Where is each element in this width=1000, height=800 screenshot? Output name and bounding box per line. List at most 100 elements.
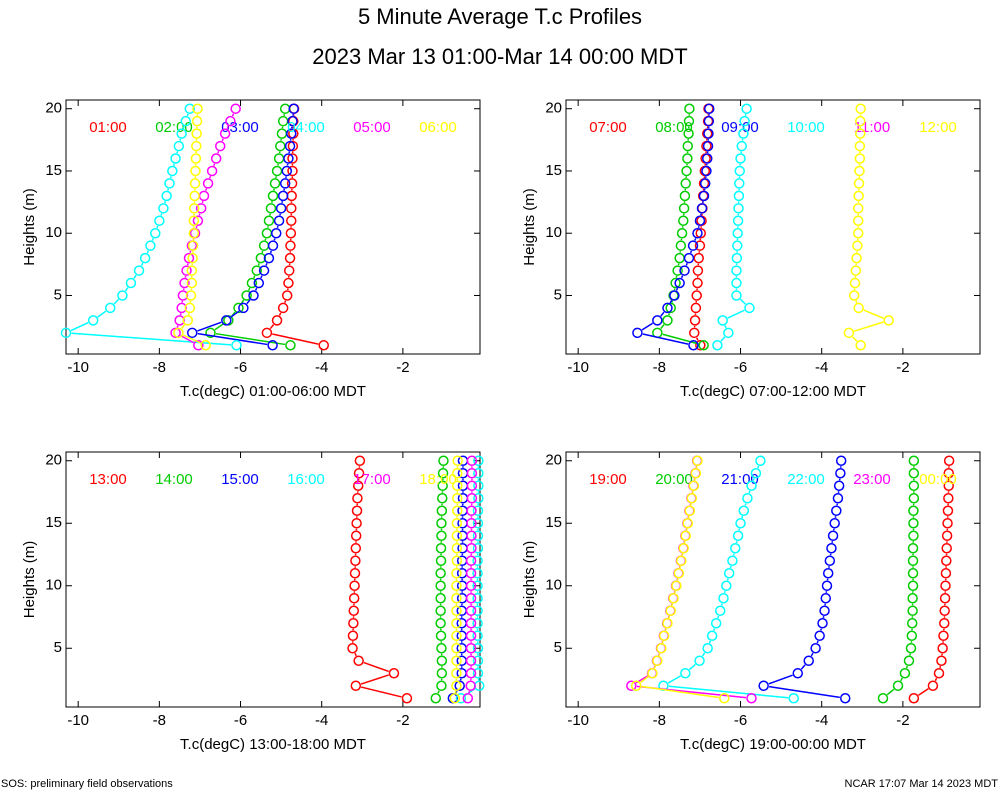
data-point [692,455,703,466]
profile-segment [685,263,688,266]
x-tick-label: -8 [653,359,666,376]
data-point [933,668,945,679]
data-point [702,140,714,152]
profile-segment [269,324,275,330]
data-point [727,555,738,566]
figure-title: 5 Minute Average T.c Profiles [358,4,642,29]
profile-segment [215,332,286,346]
data-point [261,327,273,339]
x-tick-label: -6 [734,359,747,376]
data-point [908,468,920,479]
data-point [170,327,181,339]
data-point [284,252,296,264]
data-point [170,153,181,164]
profile-segment [918,688,929,696]
data-point [202,178,214,189]
data-point [692,277,703,289]
profile-segment [810,652,814,657]
data-point [738,505,750,516]
data-point [176,302,187,314]
data-point [939,618,950,629]
data-point [472,518,484,529]
data-point [466,530,477,541]
data-point [473,455,484,466]
data-point [731,290,742,301]
data-point [430,693,442,704]
data-point [179,277,190,289]
legend-label: 14:00 [155,471,193,488]
profile-segment [265,262,268,266]
data-point [283,265,295,276]
data-point [678,203,690,214]
profile-segment [197,321,222,332]
data-point [908,493,920,504]
data-point [285,240,296,251]
data-point [174,315,185,326]
data-point [285,227,297,239]
data-point [192,215,204,227]
profile-segment [231,113,235,117]
data-point [287,140,299,152]
data-point [848,290,860,301]
data-point [658,630,670,641]
data-point [839,693,851,704]
data-point [281,165,293,177]
data-point [833,480,845,491]
legend-label: 17:00 [353,471,391,488]
data-point [732,240,743,251]
data-point [451,568,462,579]
data-point [472,530,484,541]
data-point [189,178,201,189]
profile-segment [272,333,319,345]
data-point [465,680,476,691]
data-point [687,240,699,251]
data-point [349,580,360,591]
data-point [182,315,194,326]
profile-segment [662,333,699,345]
profile-segment [660,311,665,317]
profile-segment [768,685,840,699]
data-point [695,227,707,239]
data-point [455,693,467,704]
data-point [852,227,864,239]
data-point [734,165,745,177]
data-point [401,693,413,704]
data-point [435,618,446,629]
data-point [277,302,289,314]
data-point [158,203,169,214]
data-point [819,605,830,616]
data-point [941,543,952,554]
data-point [632,327,643,339]
data-point [675,240,687,251]
profile-segment [800,664,806,670]
data-point [465,593,477,604]
data-point [277,190,289,202]
data-point [692,227,703,239]
data-point [822,568,834,579]
x-tick-label: -6 [234,359,247,376]
profile-segment [156,225,159,229]
data-point [696,203,708,214]
data-point [710,618,722,629]
legend-label: 23:00 [853,471,891,488]
profile-segment [176,325,179,328]
profile-segment [240,299,245,304]
profile-segment [113,298,120,305]
data-point [230,103,241,114]
data-point [681,165,692,177]
data-point [267,190,279,202]
data-point [750,468,762,479]
data-point [854,140,866,152]
profile-segment [667,675,681,684]
data-point [286,215,297,227]
data-point [908,530,919,541]
data-point [905,643,917,654]
data-point [349,568,361,579]
data-point [892,680,904,691]
data-point [451,655,462,666]
data-point [672,265,683,276]
profile-segment [269,250,273,254]
data-point [438,455,449,466]
data-point [437,493,448,504]
data-point [435,580,446,591]
